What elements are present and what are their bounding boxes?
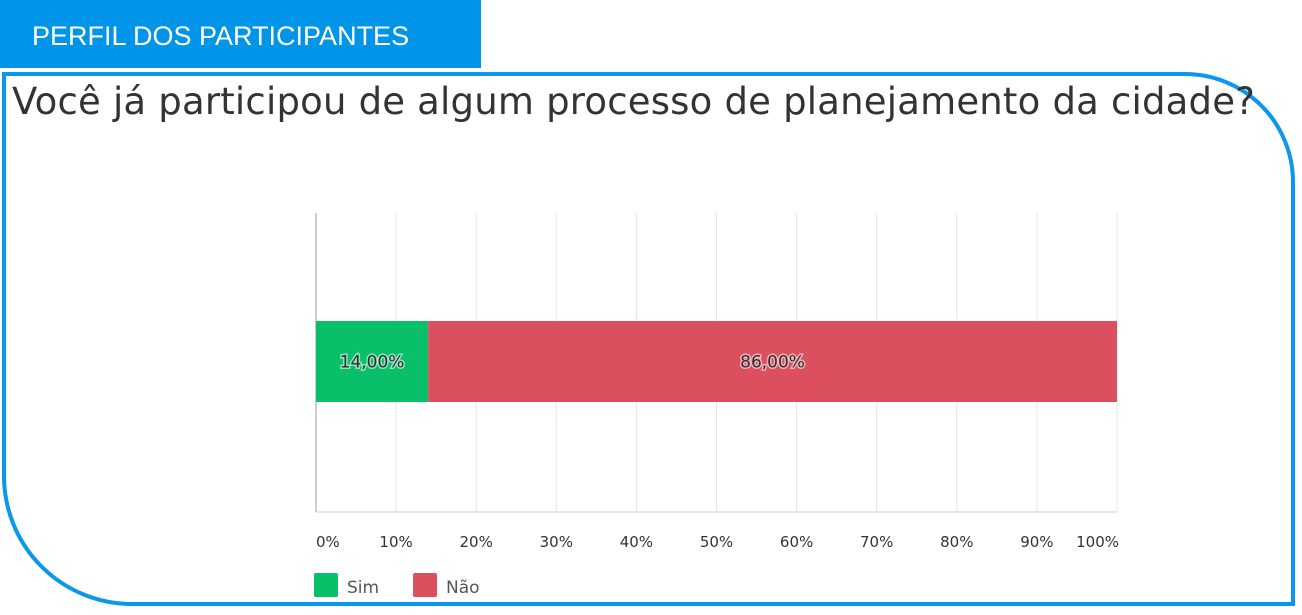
chart-title: Você já participou de algum processo de … <box>12 80 1256 123</box>
x-tick-label: 30% <box>540 533 573 551</box>
x-tick-label: 20% <box>460 533 493 551</box>
x-tick-label: 50% <box>700 533 733 551</box>
x-tick-label: 60% <box>780 533 813 551</box>
x-tick-label: 0% <box>316 533 340 551</box>
x-tick-label: 80% <box>940 533 973 551</box>
x-tick-label: 100% <box>1076 533 1119 551</box>
section-banner: PERFIL DOS PARTICIPANTES <box>0 0 481 68</box>
legend-swatch <box>413 573 437 597</box>
bars: 14,00% 86,00% <box>316 321 1117 402</box>
bar-data-label: 86,00% <box>740 353 805 373</box>
bar-segment <box>316 321 429 402</box>
x-tick-label: 10% <box>379 533 412 551</box>
x-axis-ticks: 0% 10% 20% 30% 40% 50% 60% 70% 80% 90% 100% <box>316 533 1119 551</box>
legend-label: Sim <box>347 578 379 598</box>
legend-swatch <box>314 573 338 597</box>
x-tick-label: 70% <box>860 533 893 551</box>
bar-segment <box>428 321 1117 402</box>
legend: Sim Não <box>314 573 480 598</box>
bar-data-label: 14,00% <box>340 353 405 373</box>
x-tick-label: 40% <box>620 533 653 551</box>
x-tick-label: 90% <box>1020 533 1053 551</box>
legend-label: Não <box>446 578 480 598</box>
